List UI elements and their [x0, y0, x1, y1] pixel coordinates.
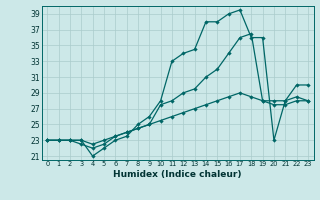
- X-axis label: Humidex (Indice chaleur): Humidex (Indice chaleur): [113, 170, 242, 179]
